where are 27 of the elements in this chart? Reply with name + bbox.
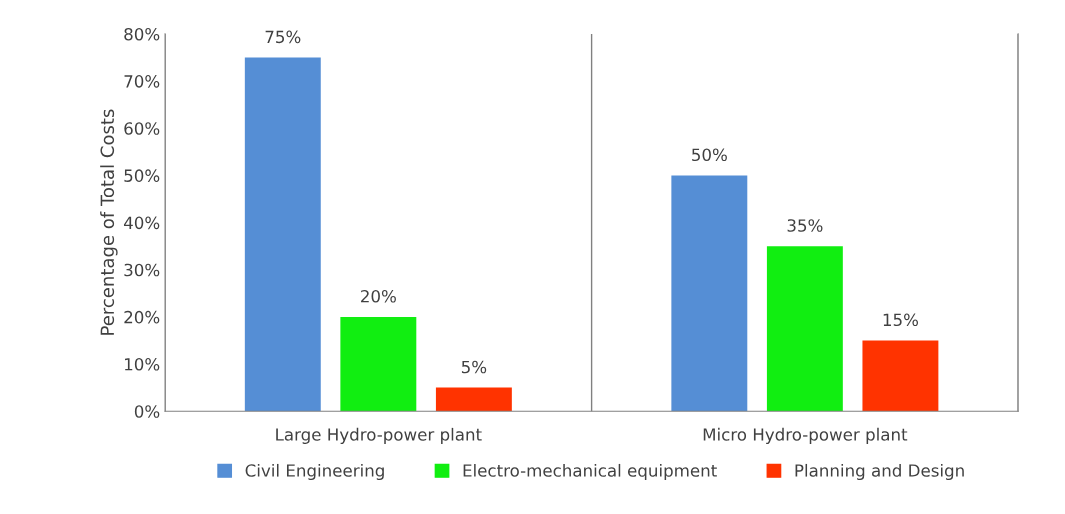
bar [862,340,939,412]
y-tick-label: 20% [124,310,160,324]
y-tick-label: 50% [124,169,160,182]
legend-label: Electro-mechanical equipment [463,463,717,481]
y-tick-label: 0% [134,405,160,418]
y-tick-label: 60% [124,122,160,135]
data-label: 75% [265,30,301,44]
x-tick-label: Micro Hydro-power plant [703,427,908,444]
bar [766,246,843,412]
y-tick-label: 80% [124,27,160,41]
y-axis-title: Percentage of Total Costs [100,109,118,335]
data-label: 50% [692,148,727,162]
data-label: 35% [787,219,823,232]
bar [340,316,417,412]
legend-label: Planning and Design [795,463,964,481]
y-tick-label: 40% [123,216,160,230]
data-label: 15% [883,313,919,327]
data-label: 20% [361,289,396,303]
bar [435,387,512,412]
y-tick-label: 70% [124,75,160,88]
legend-label: Civil Engineering [245,463,384,481]
x-tick-label: Large Hydro-power plant [276,427,482,444]
bar [671,175,748,412]
data-label: 5% [461,360,487,374]
bar [244,57,321,412]
y-tick-label: 30% [124,263,160,277]
y-tick-label: 10% [125,358,160,371]
